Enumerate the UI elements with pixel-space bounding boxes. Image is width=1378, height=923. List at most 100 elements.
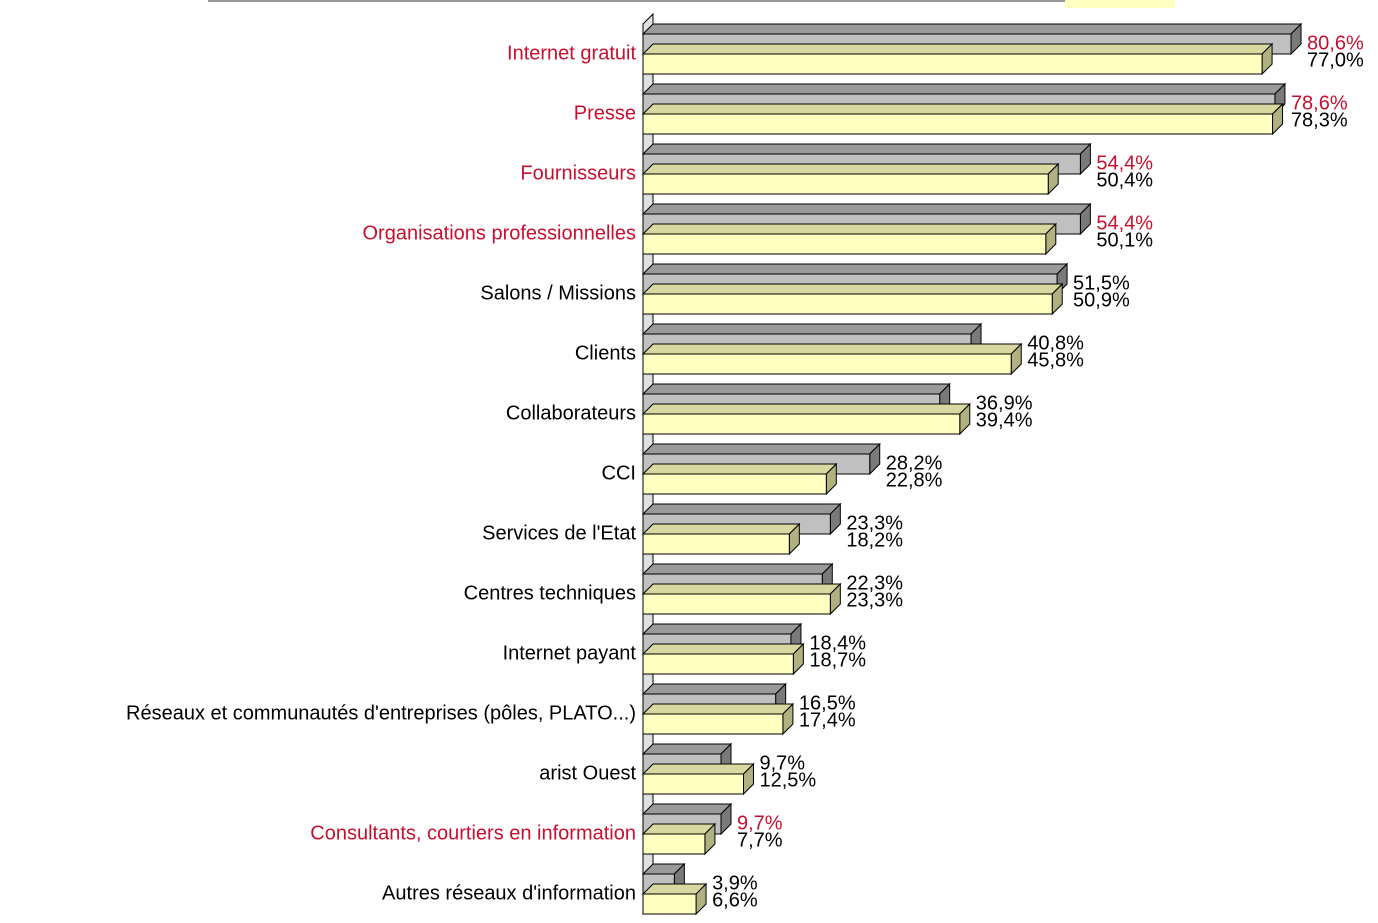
bar [641, 642, 805, 676]
bar-top [641, 103, 1284, 115]
bar-top [641, 503, 842, 515]
value-label: 16,5% [799, 692, 856, 714]
category-label: Réseaux et communautés d'entreprises (pô… [126, 702, 636, 724]
bar-top [641, 323, 983, 335]
bar-top [641, 443, 881, 455]
value-label: 7,7% [737, 829, 783, 851]
category-label: Internet payant [503, 642, 637, 664]
bar-top [641, 283, 1064, 295]
bar-front [642, 773, 744, 795]
bar [641, 582, 842, 616]
category-label: Centres techniques [464, 582, 636, 604]
bar [641, 402, 971, 436]
bar-front [642, 233, 1047, 255]
category-label: Autres réseaux d'information [382, 882, 636, 904]
bar-front [642, 353, 1012, 375]
bar [641, 522, 801, 556]
bar [641, 282, 1064, 316]
value-label: 23,3% [846, 512, 903, 534]
value-label: 18,4% [809, 632, 866, 654]
bar-top [641, 623, 803, 635]
bar-top [641, 523, 801, 535]
bar [641, 222, 1058, 256]
value-label: 40,8% [1027, 332, 1084, 354]
value-label: 18,2% [846, 529, 903, 551]
bar-front [642, 653, 794, 675]
value-label: 50,1% [1096, 229, 1153, 251]
bar-top [641, 763, 755, 775]
bar-top [641, 743, 733, 755]
value-label: 51,5% [1073, 272, 1130, 294]
category-label: arist Ouest [539, 762, 636, 784]
bar-top [641, 23, 1303, 35]
value-label: 17,4% [799, 709, 856, 731]
value-label: 22,8% [886, 469, 943, 491]
bar-top [641, 203, 1092, 215]
bar [641, 102, 1284, 136]
bar-top [641, 403, 971, 415]
value-label: 54,4% [1096, 152, 1153, 174]
value-label: 80,6% [1307, 32, 1364, 54]
bar-top [641, 703, 795, 715]
category-label: Presse [574, 102, 636, 124]
bar-top [641, 583, 842, 595]
bar [641, 42, 1274, 76]
bar-top [641, 163, 1060, 175]
bar-top [641, 803, 733, 815]
value-label: 36,9% [976, 392, 1033, 414]
value-label: 18,7% [809, 649, 866, 671]
value-label: 9,7% [760, 752, 806, 774]
bar-top [641, 263, 1069, 275]
value-label: 3,9% [712, 872, 758, 894]
bar-front [642, 113, 1274, 135]
bar-top [641, 43, 1274, 55]
bar-top [641, 83, 1287, 95]
category-label: Consultants, courtiers en information [310, 822, 636, 844]
value-label: 77,0% [1307, 49, 1364, 71]
bar-top [641, 343, 1023, 355]
bar-top [641, 563, 834, 575]
category-label: CCI [602, 462, 636, 484]
value-label: 78,6% [1291, 92, 1348, 114]
category-label: Clients [575, 342, 636, 364]
value-label: 50,4% [1096, 169, 1153, 191]
value-label: 50,9% [1073, 289, 1130, 311]
category-label: Services de l'Etat [482, 522, 636, 544]
bar [641, 342, 1023, 376]
legend-swatch [1065, 0, 1175, 8]
bar [641, 882, 708, 916]
bar-front [642, 173, 1049, 195]
bar [641, 162, 1060, 196]
value-label: 28,2% [886, 452, 943, 474]
bar-top [641, 883, 708, 895]
bar-front [642, 53, 1263, 75]
bar-front [642, 593, 831, 615]
bar-top [641, 143, 1092, 155]
bar-top [641, 823, 717, 835]
category-label: Fournisseurs [520, 162, 636, 184]
value-label: 54,4% [1096, 212, 1153, 234]
category-label: Organisations professionnelles [363, 222, 637, 244]
value-label: 12,5% [760, 769, 817, 791]
bar-front [642, 473, 827, 495]
bar-top [641, 683, 787, 695]
category-label: Salons / Missions [480, 282, 636, 304]
category-label: Collaborateurs [506, 402, 636, 424]
value-label: 78,3% [1291, 109, 1348, 131]
bar [641, 762, 755, 796]
bar-top [641, 463, 838, 475]
bar-front [642, 413, 961, 435]
bar-front [642, 713, 784, 735]
bar-front [642, 893, 697, 915]
bar [641, 702, 795, 736]
bar-front [642, 833, 706, 855]
value-label: 22,3% [846, 572, 903, 594]
category-label: Internet gratuit [507, 42, 636, 64]
value-label: 23,3% [846, 589, 903, 611]
bar-top [641, 643, 805, 655]
value-label: 6,6% [712, 889, 758, 911]
bar-front [642, 293, 1053, 315]
bar-front [642, 533, 790, 555]
bar-top [641, 223, 1058, 235]
